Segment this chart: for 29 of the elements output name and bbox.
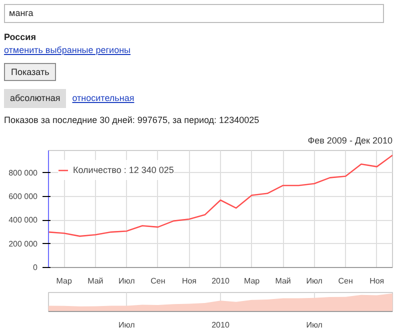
y-tick-label: 200 000 (8, 239, 38, 248)
y-tick-label: 0 (33, 263, 38, 272)
y-tick-label: 800 000 (8, 168, 38, 178)
legend-label: Количество : 12 340 025 (73, 165, 174, 175)
chart-subtitle: Фев 2009 - Дек 2010 (308, 136, 393, 146)
x-tick-label: Ноя (182, 276, 197, 286)
text: манга (4, 4, 384, 23)
y-tick-label: 400 000 (8, 216, 38, 225)
x-tick-label: Мар (56, 276, 73, 286)
x-tick-label: Сен (150, 276, 166, 286)
x-tick-label: Май (88, 276, 104, 286)
x-tick-label: Май (275, 276, 291, 286)
x-tick-label: Июл (306, 276, 323, 286)
line-series (48, 154, 392, 237)
x-tick-label: Мар (244, 276, 260, 286)
x-tick-label: Ноя (370, 276, 384, 286)
text: Показать (4, 62, 56, 82)
text: отменить выбранные регионы (4, 44, 132, 57)
x-tick-label: 2010 (212, 320, 230, 330)
text: относительная (71, 92, 136, 106)
x-tick-label: 2010 (212, 276, 230, 286)
x-tick-label: Июл (118, 320, 136, 330)
text: абсолютная (4, 89, 66, 108)
x-tick-label: Июл (306, 320, 323, 330)
x-tick-label: Сен (338, 276, 353, 286)
text: Показов за последние 30 дней: 997675, за период: 12340025 (4, 114, 260, 128)
x-tick-label: Июл (118, 276, 136, 286)
y-tick-label: 600 000 (8, 192, 38, 202)
text: Россия (4, 30, 37, 44)
